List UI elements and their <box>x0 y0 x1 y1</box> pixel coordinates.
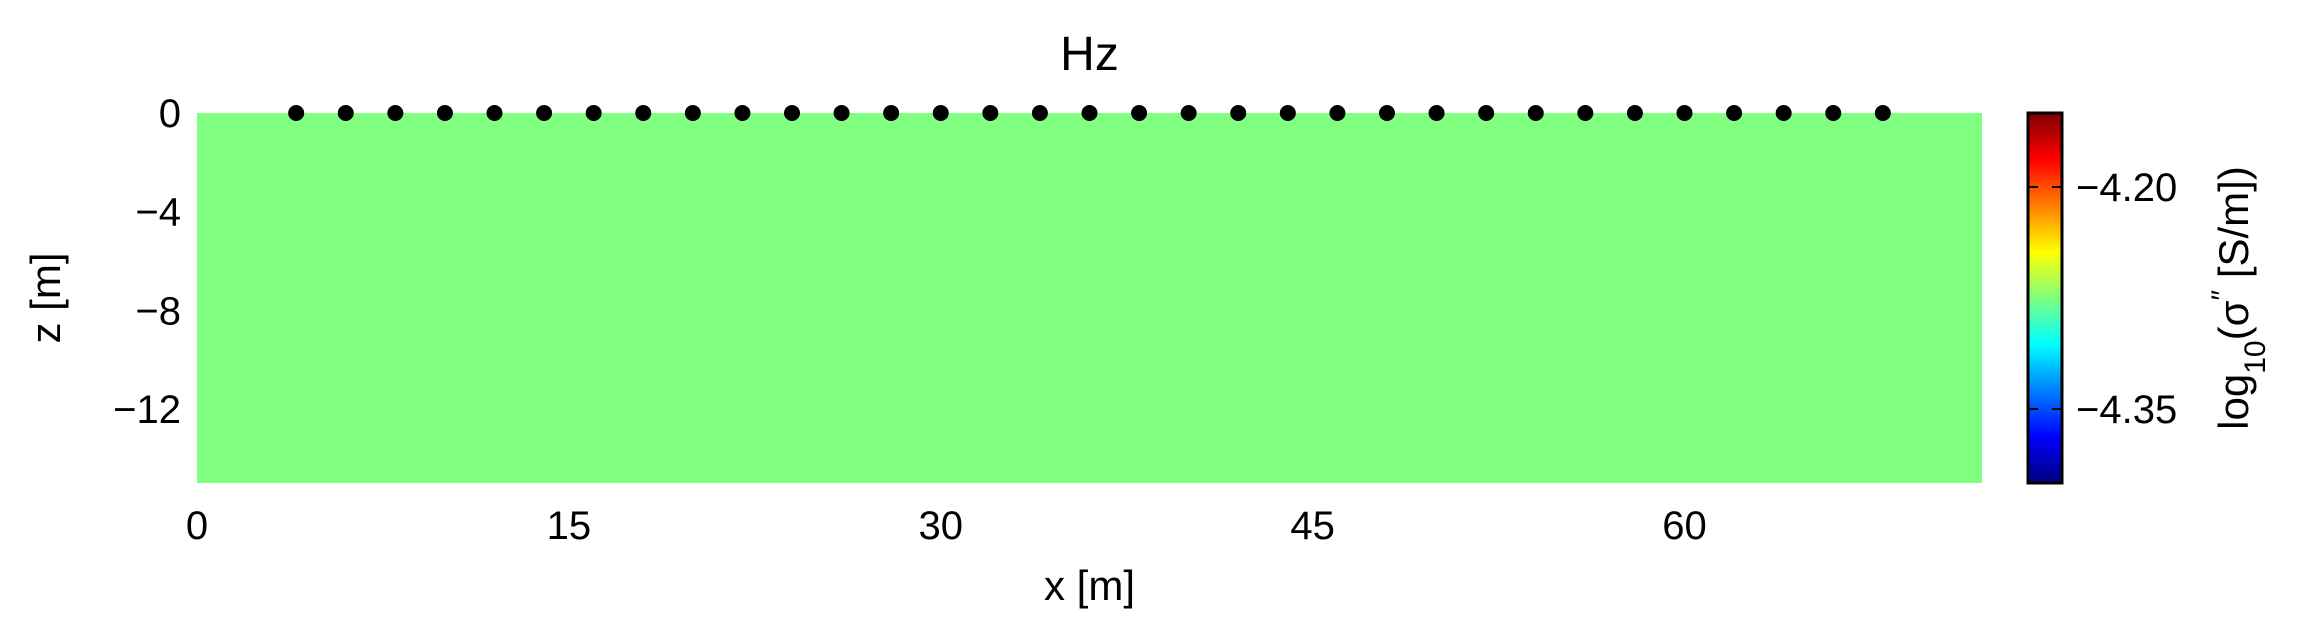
y-axis-ticks: 0 −4 −8 −12 <box>113 92 181 432</box>
x-tick-label: 45 <box>1290 504 1335 548</box>
electrode-marker <box>734 105 751 121</box>
conductivity-field <box>197 113 1982 483</box>
x-axis-label: x [m] <box>1044 562 1135 609</box>
electrode-marker <box>1230 105 1247 121</box>
colorbar-tick-label: −4.20 <box>2076 166 2177 210</box>
y-tick-label: −4 <box>135 191 181 235</box>
colorbar-frame <box>2026 111 2064 485</box>
electrode-marker <box>436 105 453 121</box>
electrode-marker <box>1379 105 1395 121</box>
colorbar-tick-label: −4.35 <box>2076 388 2177 432</box>
electrode-marker <box>288 105 305 121</box>
electrode-marker <box>486 105 503 121</box>
electrode-marker <box>635 105 652 121</box>
electrode-marker <box>1775 105 1792 121</box>
electrode-marker <box>1874 105 1891 121</box>
x-axis-ticks: 0 15 30 45 60 <box>186 504 1707 548</box>
colorbar-label-prime: ″ <box>2206 289 2239 300</box>
electrode-marker <box>1527 105 1544 121</box>
y-tick-label: −8 <box>135 289 181 333</box>
electrode-marker <box>1577 105 1594 121</box>
y-tick-label: −12 <box>113 388 181 432</box>
electrode-marker <box>784 105 800 121</box>
electrode-marker <box>1180 105 1197 121</box>
electrode-marker <box>1825 105 1842 121</box>
electrode-marker <box>833 105 850 121</box>
electrode-marker <box>1329 105 1346 121</box>
colorbar-label-log: log <box>2210 374 2257 430</box>
x-tick-label: 15 <box>547 504 592 548</box>
electrode-marker <box>932 105 949 121</box>
electrode-marker <box>337 105 354 121</box>
electrode-marker <box>387 105 404 121</box>
colorbar-label-sigma: (σ <box>2210 300 2257 340</box>
x-tick-label: 30 <box>919 504 964 548</box>
y-tick-label: 0 <box>159 92 181 136</box>
electrode-marker <box>1726 105 1743 121</box>
colorbar <box>2028 113 2062 483</box>
colorbar-label-base: 10 <box>2239 340 2272 373</box>
electrode-marker <box>1478 105 1495 121</box>
electrode-marker <box>1081 105 1098 121</box>
electrode-marker <box>1279 105 1296 121</box>
colorbar-label: log10(σ″ [S/m]) <box>2206 166 2272 430</box>
electrode-markers <box>288 105 1891 121</box>
electrode-marker <box>684 105 701 121</box>
electrode-marker <box>1626 105 1643 121</box>
electrode-marker <box>1131 105 1148 121</box>
electrode-marker <box>1031 105 1048 121</box>
electrode-marker <box>585 105 602 121</box>
electrode-marker <box>536 105 553 121</box>
y-axis-label: z [m] <box>22 253 69 344</box>
electrode-marker <box>883 105 900 121</box>
electrode-marker <box>1676 105 1693 121</box>
x-tick-label: 60 <box>1662 504 1707 548</box>
electrode-marker <box>982 105 999 121</box>
electrode-marker <box>1428 105 1445 121</box>
colorbar-ticks: −4.20 −4.35 <box>2028 166 2177 432</box>
x-tick-label: 0 <box>186 504 208 548</box>
chart-title: Hz <box>1060 28 1119 81</box>
colorbar-label-unit: [S/m]) <box>2210 166 2257 290</box>
